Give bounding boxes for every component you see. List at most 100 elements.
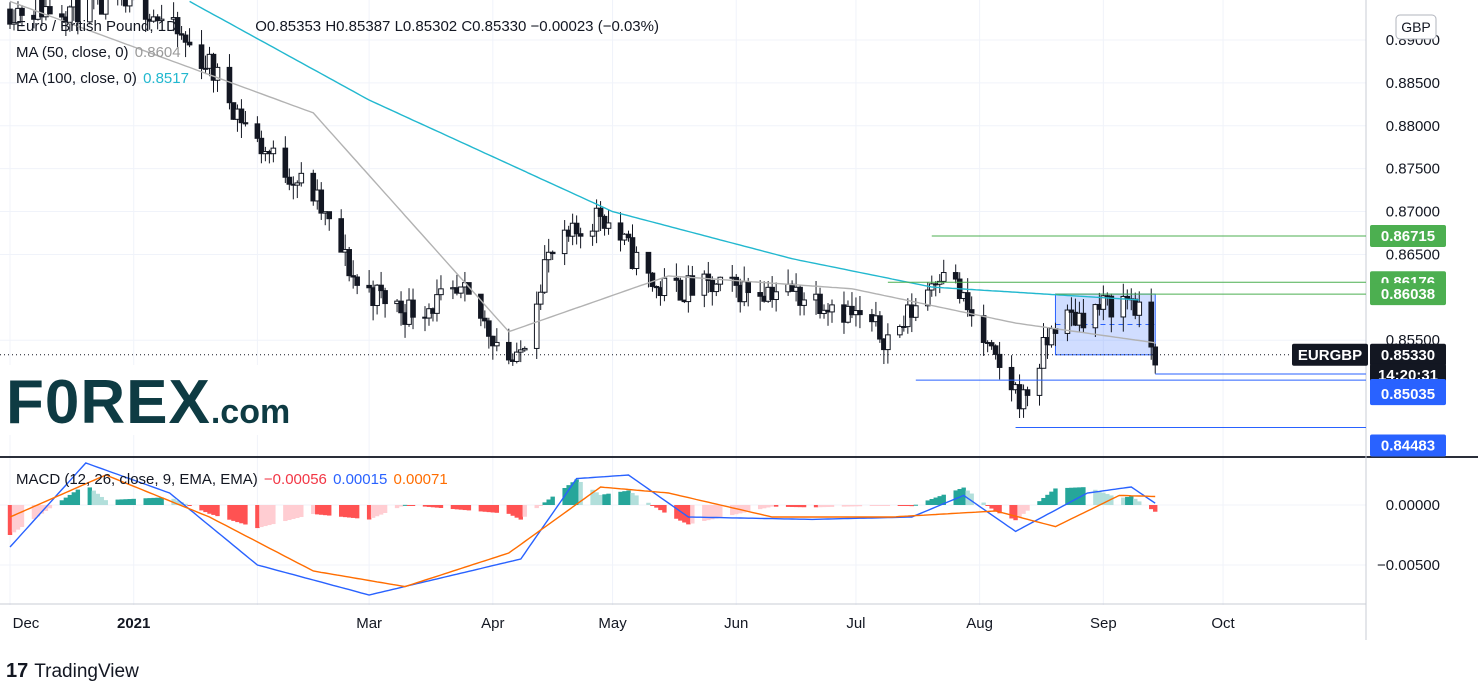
macd-bar [658, 505, 663, 511]
macd-bar [849, 505, 855, 507]
price-label-bg-2 [1370, 283, 1446, 306]
macd-bar [686, 505, 691, 525]
macd-bar [406, 505, 412, 506]
candle-body [1080, 312, 1087, 329]
macd-bar [227, 505, 232, 520]
macd-bar [905, 505, 911, 507]
candle-body [198, 44, 205, 69]
macd-bar [490, 505, 496, 513]
macd-bar [997, 505, 1002, 514]
macd-y-tick-label: −0.00500 [1377, 557, 1440, 574]
macd-bar [993, 505, 998, 512]
macd-bar [1105, 494, 1110, 505]
candle-body [649, 272, 656, 287]
macd-bar [422, 505, 428, 507]
macd-bar [271, 505, 276, 525]
macd-bar [327, 505, 332, 516]
candle-body [992, 345, 999, 355]
macd-bar [1065, 487, 1070, 505]
candles [7, 0, 1159, 419]
candle-body [705, 273, 712, 281]
candle-body [936, 280, 943, 285]
macd-bar [263, 505, 268, 527]
candle-body [458, 286, 464, 294]
macd-bar [430, 505, 436, 508]
candle-body [561, 229, 568, 255]
macd-bar [534, 505, 539, 509]
macd-bar [438, 505, 444, 508]
candle-body [1136, 301, 1143, 316]
candle-body [505, 341, 512, 361]
tradingview-mark-icon: 17 [6, 660, 29, 682]
candle-body [517, 349, 524, 353]
macd-line [9, 462, 1156, 596]
tradingview-logo[interactable]: 17 TradingView [6, 660, 139, 683]
macd-bar [187, 505, 192, 506]
candle-body [533, 303, 540, 349]
logo-suffix: .com [210, 393, 291, 431]
macd-bar [19, 505, 25, 527]
macd-bar [15, 505, 21, 530]
logo-rex: REX [80, 368, 211, 437]
macd-bar [1153, 505, 1158, 512]
macd-bar [606, 493, 611, 505]
ma50-label: MA (50, close, 0) [16, 44, 129, 61]
candle-body [653, 285, 660, 289]
candle-body [817, 293, 823, 315]
candle-body [757, 292, 763, 297]
candle-body [346, 249, 352, 277]
macd-bar [626, 490, 631, 505]
macd-bar [426, 505, 432, 507]
candle-body [378, 284, 384, 292]
candle-body [174, 17, 181, 35]
ma100-value: 0.8517 [143, 70, 189, 87]
candle-body [1008, 366, 1015, 391]
macd-bar [370, 505, 376, 518]
macd-hist-value: −0.00056 [263, 471, 327, 488]
macd-bar [650, 505, 655, 506]
forex-logo: F0REX.com [0, 365, 365, 437]
candle-body [478, 293, 484, 319]
macd-bar [566, 485, 571, 505]
macd-bar [11, 505, 17, 533]
candle-body [877, 315, 883, 340]
candle-body [11, 22, 17, 25]
macd-bar [243, 505, 248, 525]
x-tick-label: Jun [724, 615, 748, 632]
macd-bar [462, 505, 468, 511]
macd-bar [570, 482, 575, 505]
macd-bar [933, 497, 938, 505]
macd-bar [235, 505, 240, 523]
macd-bar [1121, 497, 1126, 505]
macd-bar [797, 505, 803, 508]
macd-bar [159, 497, 164, 505]
macd-bar [315, 505, 320, 515]
macd-bar [1137, 501, 1142, 505]
macd-bar [486, 505, 492, 513]
candle-body [673, 277, 680, 281]
macd-bar [646, 502, 651, 505]
candle-body [214, 66, 221, 81]
macd-bar [67, 494, 73, 505]
macd-bar [718, 505, 723, 518]
macd-bar [31, 505, 37, 519]
macd-bar [1025, 505, 1030, 511]
candle-body [980, 315, 987, 343]
macd-bar [1077, 487, 1082, 505]
candle-body [270, 147, 277, 155]
candle-body [298, 172, 305, 184]
candle-body [142, 0, 149, 20]
macd-bar [283, 505, 288, 522]
x-tick-label: May [598, 615, 627, 632]
macd-bar [829, 505, 835, 507]
macd-bar [825, 505, 831, 508]
candle-body [286, 176, 293, 185]
candle-body [158, 18, 165, 22]
candle-body [940, 272, 947, 282]
macd-bar [881, 505, 887, 506]
macd-bar [123, 499, 128, 505]
macd-bar [47, 505, 53, 509]
macd-bar [299, 505, 304, 518]
price-label-current: 0.85330 [1381, 347, 1435, 364]
